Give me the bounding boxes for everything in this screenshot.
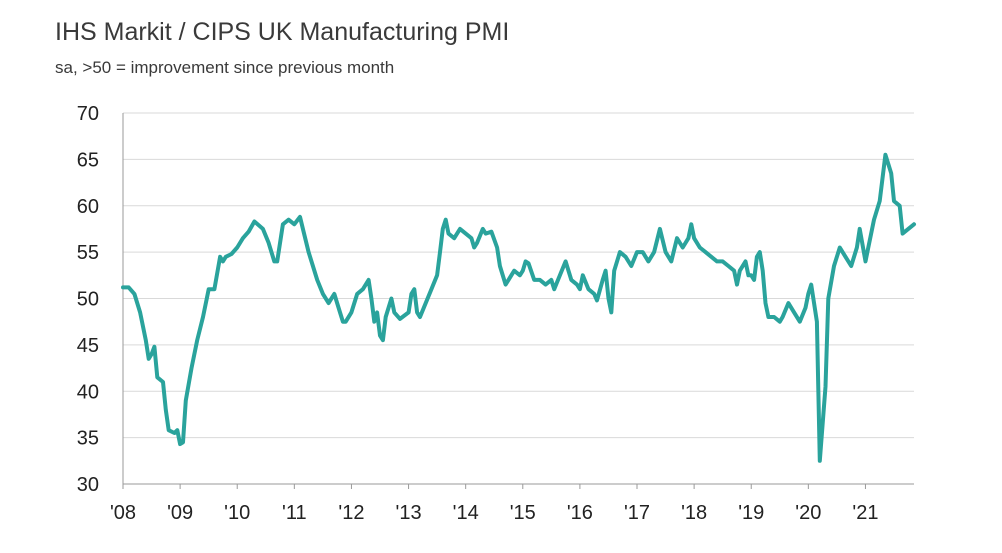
x-tick-label-2014: '14 [453, 502, 479, 524]
y-tick-label-40: 40 [77, 381, 99, 403]
x-tick-label-2018: '18 [681, 502, 707, 524]
x-tick-label-2016: '16 [567, 502, 593, 524]
x-tick-label-2017: '17 [624, 502, 650, 524]
x-tick-label-2009: '09 [167, 502, 193, 524]
x-tick-label-2010: '10 [224, 502, 250, 524]
y-tick-label-30: 30 [77, 474, 99, 496]
chart-title: IHS Markit / CIPS UK Manufacturing PMI [55, 18, 510, 46]
x-tick-label-2019: '19 [738, 502, 764, 524]
y-tick-label-65: 65 [77, 149, 99, 171]
y-tick-label-50: 50 [77, 289, 99, 311]
x-tick-label-2021: '21 [852, 502, 878, 524]
x-tick-label-2015: '15 [510, 502, 536, 524]
x-tick-label-2011: '11 [282, 502, 307, 524]
y-tick-label-45: 45 [77, 335, 99, 357]
x-tick-label-2013: '13 [396, 502, 422, 524]
x-tick-label-2020: '20 [795, 502, 821, 524]
series-line-0 [121, 152, 916, 463]
y-tick-label-60: 60 [77, 196, 99, 218]
y-tick-label-55: 55 [77, 242, 99, 264]
y-tick-label-35: 35 [77, 428, 99, 450]
y-tick-label-70: 70 [77, 103, 99, 125]
x-tick-label-2008: '08 [110, 502, 136, 524]
x-tick-label-2012: '12 [338, 502, 364, 524]
chart-subtitle: sa, >50 = improvement since previous mon… [55, 58, 395, 77]
